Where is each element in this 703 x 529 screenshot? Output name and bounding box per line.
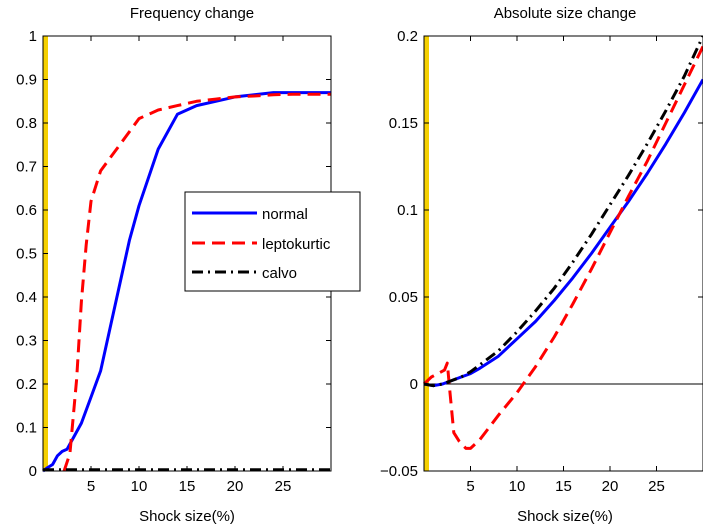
series-line-leptokurtic <box>62 92 331 472</box>
x-axis-label: Shock size(%) <box>139 508 235 525</box>
legend: normal leptokurtic calvo <box>184 191 361 292</box>
highlight-band <box>424 36 429 471</box>
x-tick-label: 5 <box>466 478 474 495</box>
y-tick-label: 0.5 <box>16 246 37 263</box>
y-tick-label: 0.6 <box>16 202 37 219</box>
series-line-leptokurtic <box>422 45 703 450</box>
x-tick-label: 15 <box>555 478 572 495</box>
y-tick-label: 0.05 <box>389 289 418 306</box>
y-tick-label: 0.1 <box>397 202 418 219</box>
absolute-size-change-chart: Absolute size change −0.05 0 0.05 0.1 0.15 0.… <box>380 5 703 525</box>
y-tick-label: 0.15 <box>389 115 418 132</box>
y-tick-label: 0.8 <box>16 115 37 132</box>
y-tick-label: 0.1 <box>16 420 37 437</box>
yellow-band <box>424 36 429 471</box>
x-tick-label: 15 <box>179 478 196 495</box>
series-line-calvo <box>423 35 703 388</box>
chart-title: Frequency change <box>130 5 254 22</box>
legend-label-calvo: calvo <box>262 265 297 282</box>
y-tick-label: 0.4 <box>16 289 37 306</box>
x-axis-label: Shock size(%) <box>517 508 613 525</box>
x-tick-label: 25 <box>648 478 665 495</box>
x-tick-labels: 5 10 15 20 25 <box>87 478 292 495</box>
series-group <box>422 35 703 450</box>
y-tick-label: 0.9 <box>16 72 37 89</box>
x-tick-label: 25 <box>275 478 292 495</box>
chart-title: Absolute size change <box>494 5 637 22</box>
y-tick-label: 0.7 <box>16 159 37 176</box>
x-tick-label: 20 <box>602 478 619 495</box>
x-tick-label: 10 <box>131 478 148 495</box>
plot-frame <box>423 35 703 472</box>
legend-label-normal: normal <box>262 206 308 223</box>
x-tick-label: 20 <box>227 478 244 495</box>
y-tick-label: 0.2 <box>397 28 418 45</box>
y-tick-label: 0.2 <box>16 376 37 393</box>
y-tick-label: −0.05 <box>380 463 418 480</box>
y-tick-label: 0 <box>410 376 418 393</box>
x-tick-label: 10 <box>509 478 526 495</box>
y-tick-label: 0.3 <box>16 333 37 350</box>
y-tick-label: 0 <box>29 463 37 480</box>
y-tick-label: 1 <box>29 28 37 45</box>
tick-marks <box>424 35 703 472</box>
y-tick-labels: 0 0.1 0.2 0.3 0.4 0.5 0.6 0.7 0.8 0.9 1 <box>16 28 37 480</box>
series-group <box>42 91 331 473</box>
legend-label-leptokurtic: leptokurtic <box>262 236 331 253</box>
series-line-normal <box>423 78 703 388</box>
x-tick-label: 5 <box>87 478 95 495</box>
y-tick-labels: −0.05 0 0.05 0.1 0.15 0.2 <box>380 28 418 480</box>
x-tick-labels: 5 10 15 20 25 <box>466 478 665 495</box>
frequency-change-chart: Frequency change 00.10.20.30.40.50.60.70… <box>16 5 361 525</box>
